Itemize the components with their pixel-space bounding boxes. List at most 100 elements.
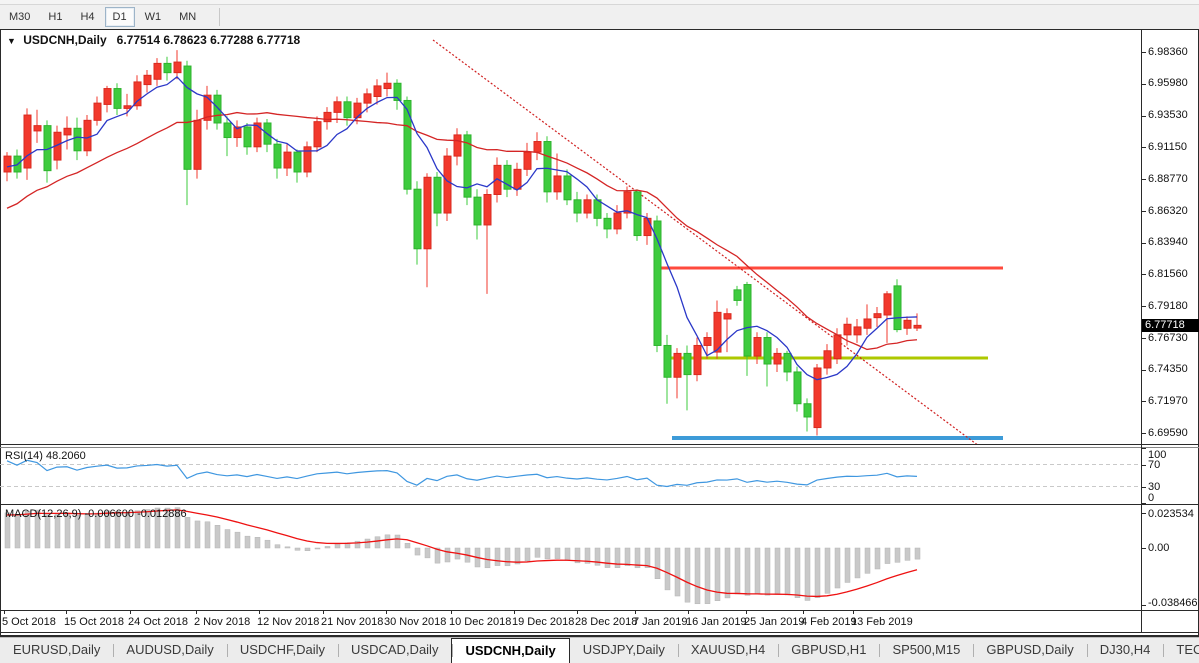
symbol-dropdown-icon[interactable]: ▼: [7, 36, 16, 46]
axis-tick: [259, 611, 260, 614]
price-axis-label: 6.95980: [1148, 77, 1188, 90]
price-axis-label: 6.91150: [1148, 140, 1187, 153]
axis-tick: [1141, 274, 1146, 276]
axis-tick: [688, 611, 689, 614]
chart-tab-tech100[interactable]: TECH100,H1: [1163, 639, 1199, 660]
pane-border-macd-bottom: [0, 610, 1199, 611]
chart-tab-usdjpy[interactable]: USDJPY,Daily: [582, 642, 665, 657]
axis-tick: [1141, 242, 1146, 244]
chart-symbol-title: USDCNH,Daily: [23, 33, 107, 47]
axis-tick: [803, 611, 804, 614]
axis-tick: [130, 611, 131, 614]
toolbar-separator: [219, 7, 221, 26]
date-axis-label: 28 Dec 2018: [575, 616, 638, 628]
axis-tick: [196, 611, 197, 614]
chart-tab-eurusd[interactable]: EURUSD,Daily: [13, 642, 101, 657]
chart-ohlc-values: 6.77514 6.78623 6.77288 6.77718: [116, 33, 301, 47]
ma-fast-line: [6, 75, 918, 381]
timeframe-button-mn[interactable]: MN: [179, 10, 197, 23]
main-pane-layer: [3, 39, 1003, 444]
rsi-pane-label: RSI(14) 48.2060: [5, 450, 86, 462]
axis-tick: [4, 611, 5, 614]
date-axis-label: 16 Jan 2019: [686, 616, 747, 628]
axis-tick: [514, 611, 515, 614]
chart-tab-usdcad[interactable]: USDCAD,Daily: [338, 639, 451, 660]
chart-tab-gbpusd[interactable]: GBPUSD,Daily: [973, 639, 1086, 660]
chart-tab-sp500[interactable]: SP500,M15: [879, 639, 973, 660]
date-axis-label: 19 Dec 2018: [512, 616, 575, 628]
axis-tick: [1141, 464, 1146, 466]
axis-tick: [1141, 211, 1146, 213]
axis-tick: [451, 611, 452, 614]
date-axis-label: 30 Nov 2018: [384, 616, 447, 628]
axis-tick: [1141, 513, 1146, 515]
date-axis-label: 24 Oct 2018: [128, 616, 188, 628]
axis-tick: [386, 611, 387, 614]
chart-tab-audusd[interactable]: AUDUSD,Daily: [113, 639, 226, 660]
chart-tab-dj30[interactable]: DJ30,H4: [1086, 639, 1164, 660]
date-axis-label: 12 Nov 2018: [257, 616, 320, 628]
rsi-pane-layer: [0, 459, 1141, 488]
timeframe-button-h1[interactable]: H1: [48, 10, 63, 23]
axis-tick: [1141, 401, 1146, 403]
date-axis-label: 15 Oct 2018: [64, 616, 124, 628]
rsi-line: [6, 459, 918, 488]
timeframe-button-d1[interactable]: D1: [104, 6, 135, 27]
date-axis-label: 7 Jan 2019: [633, 616, 688, 628]
axis-tick: [1141, 503, 1146, 504]
axis-tick: [1141, 548, 1146, 549]
chart-tab-gbpusd[interactable]: GBPUSD,H1: [778, 639, 879, 660]
axis-tick: [1141, 369, 1146, 371]
axis-tick: [635, 611, 636, 614]
price-axis-label: 6.76730: [1148, 331, 1188, 344]
axis-tick: [1141, 306, 1146, 307]
timeframe-toolbar: M30 H1 H4 D1 W1 MN: [0, 5, 1199, 28]
macd-axis-label: 0.00: [1148, 542, 1170, 554]
timeframe-button-w1[interactable]: W1: [144, 10, 162, 23]
axis-tick: [1141, 433, 1146, 434]
rsi-axis-label: 30: [1148, 480, 1161, 493]
macd-axis-label: -0.038466: [1148, 597, 1198, 609]
axis-tick: [577, 611, 578, 614]
axis-tick: [1141, 338, 1146, 340]
chart-header: ▼ USDCNH,Daily 6.77514 6.78623 6.77288 6…: [7, 33, 300, 47]
axis-tick: [1141, 147, 1146, 149]
macd-values: -0.006600 -0.012886: [84, 508, 187, 520]
descending-trendline: [432, 39, 978, 444]
date-axis-label: 10 Dec 2018: [449, 616, 512, 628]
price-axis-label: 6.79180: [1148, 299, 1188, 312]
ma-slow-line: [6, 111, 918, 351]
price-axis-label: 6.71970: [1148, 394, 1188, 407]
axis-tick: [1141, 448, 1146, 449]
chart-tabs-bar: EURUSD,Daily AUDUSD,Daily USDCHF,Daily USDC…: [0, 637, 1199, 663]
axis-tick: [323, 611, 324, 614]
chart-tab-xauusd[interactable]: XAUUSD,H4: [677, 639, 778, 660]
axis-tick: [746, 611, 747, 614]
chart-tab-usdchf[interactable]: USDCHF,Daily: [226, 639, 338, 660]
rsi-value: 48.2060: [45, 450, 86, 462]
price-axis-label: 6.83940: [1148, 236, 1188, 249]
axis-tick: [1141, 83, 1146, 85]
current-price-tag: 6.77718: [1142, 318, 1199, 332]
rsi-axis-label: 0: [1148, 492, 1155, 504]
macd-axis-label: 0.023534: [1148, 508, 1194, 520]
macd-pane-label: MACD(12,26,9) -0.006600 -0.012886: [5, 508, 187, 520]
price-axis-label: 6.88770: [1148, 172, 1188, 185]
rsi-axis-label: 70: [1148, 458, 1161, 471]
price-axis-border: [1141, 29, 1142, 633]
chart-tab-usdcnh[interactable]: USDCNH,Daily: [451, 638, 570, 663]
timeframe-button-h4[interactable]: H4: [80, 10, 95, 23]
price-axis-label: 6.98360: [1148, 45, 1188, 58]
price-axis-label: 6.81560: [1148, 267, 1188, 280]
timeframe-button-m30[interactable]: M30: [9, 10, 31, 23]
pane-splitter-main-rsi-2: [0, 447, 1199, 448]
pane-splitter-rsi-macd[interactable]: [0, 504, 1199, 505]
date-axis-label: 21 Nov 2018: [321, 616, 384, 628]
axis-tick: [1141, 52, 1146, 53]
window-bottom-border-1: [0, 632, 1199, 633]
pane-splitter-main-rsi[interactable]: [0, 444, 1199, 445]
candles-layer: [3, 50, 922, 436]
price-axis-label: 6.93530: [1148, 109, 1188, 122]
